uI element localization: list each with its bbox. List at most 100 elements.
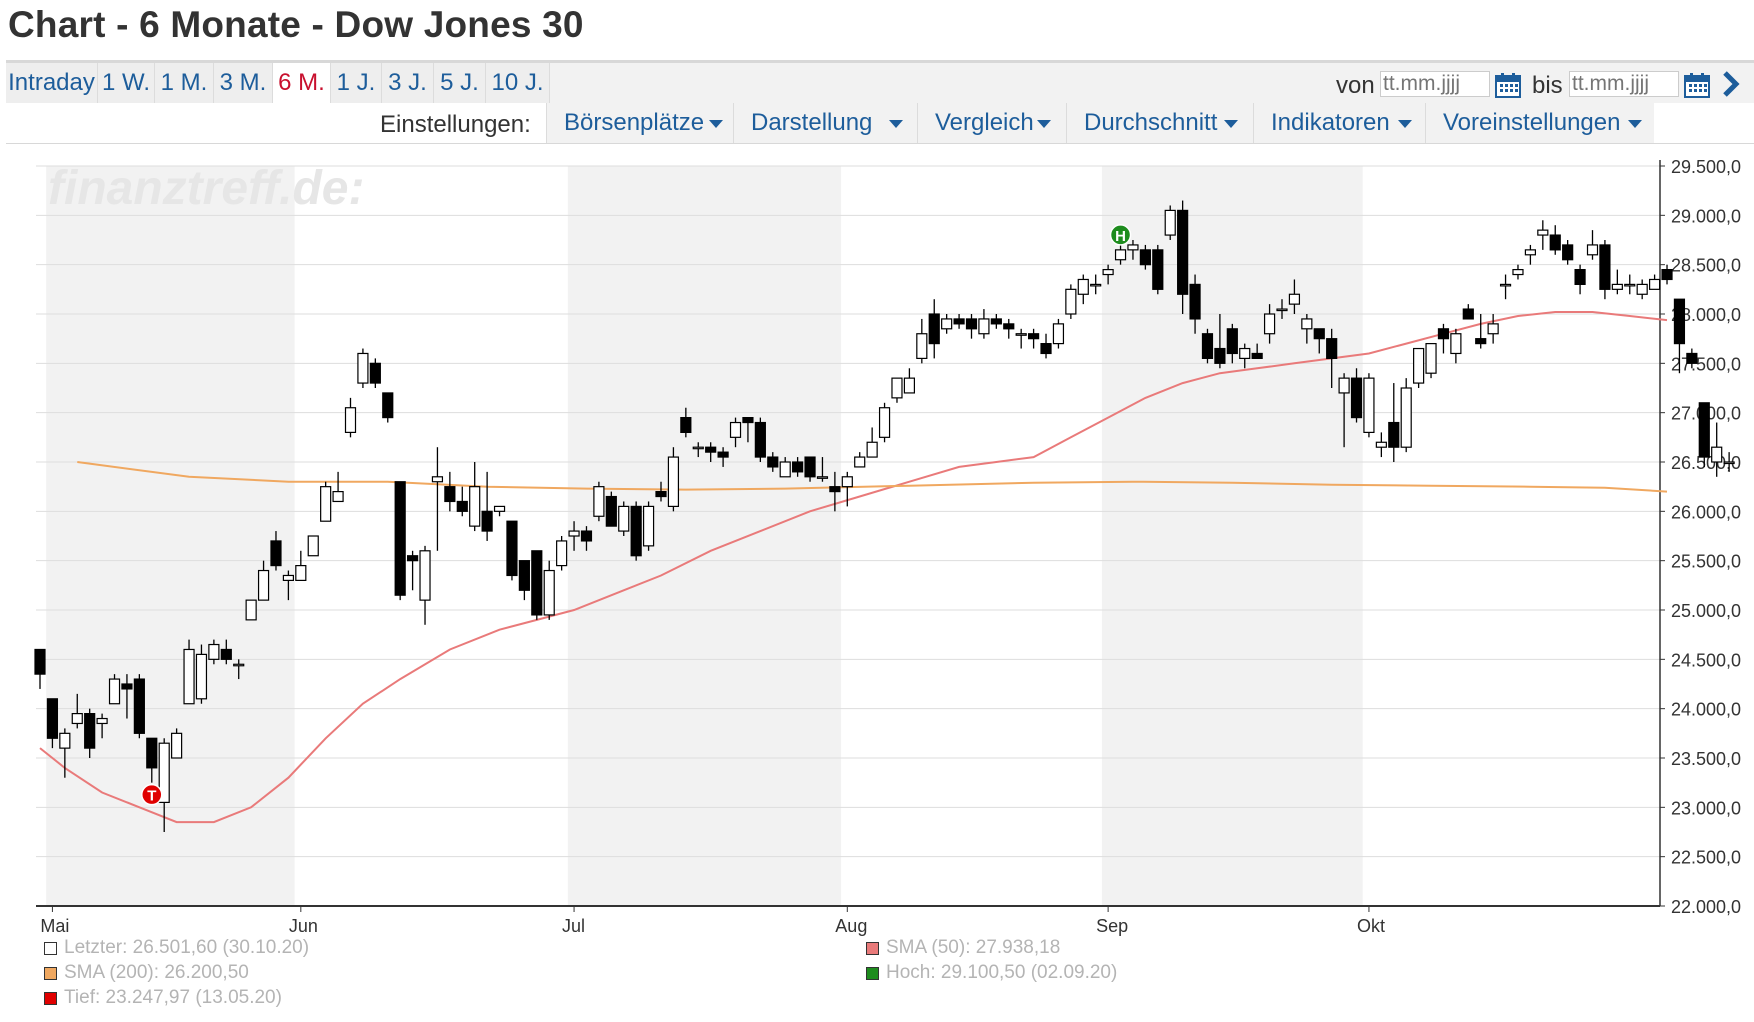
- candle-down: [792, 461, 804, 473]
- tab-6m[interactable]: 6 M.: [273, 63, 331, 103]
- candle-up: [854, 456, 866, 468]
- candle-up: [233, 663, 245, 667]
- candle-down: [990, 318, 1002, 325]
- candle-down: [382, 392, 394, 419]
- y-tick-label: 29.500,0: [1671, 157, 1741, 177]
- candle-up: [816, 476, 829, 479]
- candle-down: [1350, 377, 1363, 419]
- tab-1w[interactable]: 1 W.: [98, 63, 155, 103]
- candle-down: [506, 520, 518, 577]
- menu-darstellung[interactable]: Darstellung: [733, 103, 917, 143]
- y-tick-label: 23.000,0: [1671, 798, 1741, 818]
- y-tick-label: 28.500,0: [1671, 256, 1741, 276]
- x-tick-label: Sep: [1096, 916, 1128, 936]
- to-label: bis: [1532, 72, 1563, 99]
- settings-divider: [6, 143, 1754, 144]
- candle-up: [1127, 244, 1139, 251]
- from-label: von: [1336, 72, 1375, 99]
- candle-up: [916, 333, 928, 360]
- candle-down: [1226, 328, 1238, 355]
- candle-up: [1239, 347, 1251, 360]
- candle-down: [1027, 333, 1040, 340]
- from-date-input[interactable]: [1380, 71, 1490, 97]
- candle-up: [1711, 446, 1723, 463]
- page-title: Chart - 6 Monate - Dow Jones 30: [8, 4, 584, 45]
- tab-1j[interactable]: 1 J.: [331, 63, 382, 103]
- candle-down: [1698, 402, 1710, 458]
- tab-intraday[interactable]: Intraday: [6, 63, 98, 103]
- legend-low: Tief: 23.247,97 (13.05.20): [64, 987, 282, 1008]
- to-date-input[interactable]: [1569, 71, 1679, 97]
- candle-down: [1177, 209, 1189, 295]
- candle-up: [493, 505, 506, 512]
- y-tick-label: 27.500,0: [1671, 354, 1741, 374]
- candle-down: [742, 417, 754, 424]
- y-tick-label: 24.000,0: [1671, 700, 1741, 720]
- candle-up: [1375, 441, 1387, 448]
- candle-down: [1673, 298, 1686, 345]
- candle-down: [1040, 343, 1052, 355]
- candle-up: [1338, 377, 1350, 394]
- candle-down: [754, 421, 766, 458]
- candle-down: [1661, 268, 1673, 281]
- menu-voreinstellungen[interactable]: Voreinstellungen: [1425, 103, 1654, 143]
- candle-up: [1487, 323, 1499, 335]
- candle-down: [705, 446, 717, 453]
- calendar-icon[interactable]: [1494, 71, 1522, 99]
- tab-5j[interactable]: 5 J.: [434, 63, 486, 103]
- candle-down: [1003, 323, 1015, 330]
- candle-down: [1152, 249, 1164, 290]
- x-tick-label: Okt: [1357, 916, 1385, 936]
- menu-boersenplaetze[interactable]: Börsenplätze: [546, 103, 733, 143]
- menu-vergleich[interactable]: Vergleich: [917, 103, 1066, 143]
- candle-down: [1201, 333, 1214, 360]
- candle-up: [1624, 283, 1636, 287]
- candle-down: [1313, 328, 1325, 340]
- month-band: [46, 166, 295, 906]
- candle-down: [965, 318, 978, 330]
- legend-swatch-high: [866, 967, 879, 980]
- candle-down: [928, 313, 940, 345]
- candle-down: [829, 486, 841, 493]
- candle-up: [59, 732, 71, 749]
- tab-1m[interactable]: 1 M.: [155, 63, 214, 103]
- low-marker-label: T: [147, 788, 156, 805]
- candle-up: [295, 565, 307, 582]
- y-tick-label: 22.500,0: [1671, 848, 1741, 868]
- candle-up: [903, 377, 916, 394]
- menu-durchschnitt[interactable]: Durchschnitt: [1066, 103, 1253, 143]
- tab-3m[interactable]: 3 M.: [214, 63, 273, 103]
- candle-up: [618, 505, 630, 532]
- candle-up: [556, 540, 568, 567]
- candle-up: [469, 486, 481, 527]
- candle-up: [1636, 283, 1648, 295]
- candle-down: [133, 678, 145, 734]
- candle-up: [543, 569, 555, 616]
- y-tick-label: 23.500,0: [1671, 749, 1741, 769]
- candle-up: [841, 476, 853, 488]
- candle-down: [630, 505, 642, 557]
- candle-up: [667, 456, 680, 508]
- candle-up: [245, 599, 257, 621]
- candle-up: [593, 486, 605, 517]
- candle-up: [941, 318, 953, 330]
- candle-up: [419, 550, 431, 601]
- candle-down: [456, 500, 468, 512]
- tab-3j[interactable]: 3 J.: [382, 63, 434, 103]
- tab-10j[interactable]: 10 J.: [486, 63, 550, 103]
- caret-down-icon: [1398, 120, 1412, 128]
- menu-indikatoren[interactable]: Indikatoren: [1253, 103, 1425, 143]
- candle-up: [1065, 288, 1077, 315]
- candle-up: [208, 643, 220, 660]
- title-divider: [6, 60, 1754, 63]
- candle-up: [1648, 278, 1661, 290]
- candle-down: [270, 540, 282, 567]
- candle-up: [1077, 278, 1089, 295]
- x-tick-label: Jul: [562, 916, 585, 936]
- candle-down: [146, 737, 158, 769]
- y-tick-label: 28.000,0: [1671, 305, 1741, 325]
- candle-down: [1388, 421, 1400, 448]
- chevron-right-icon[interactable]: [1720, 68, 1742, 100]
- month-band: [567, 166, 842, 906]
- calendar-icon[interactable]: [1683, 71, 1711, 99]
